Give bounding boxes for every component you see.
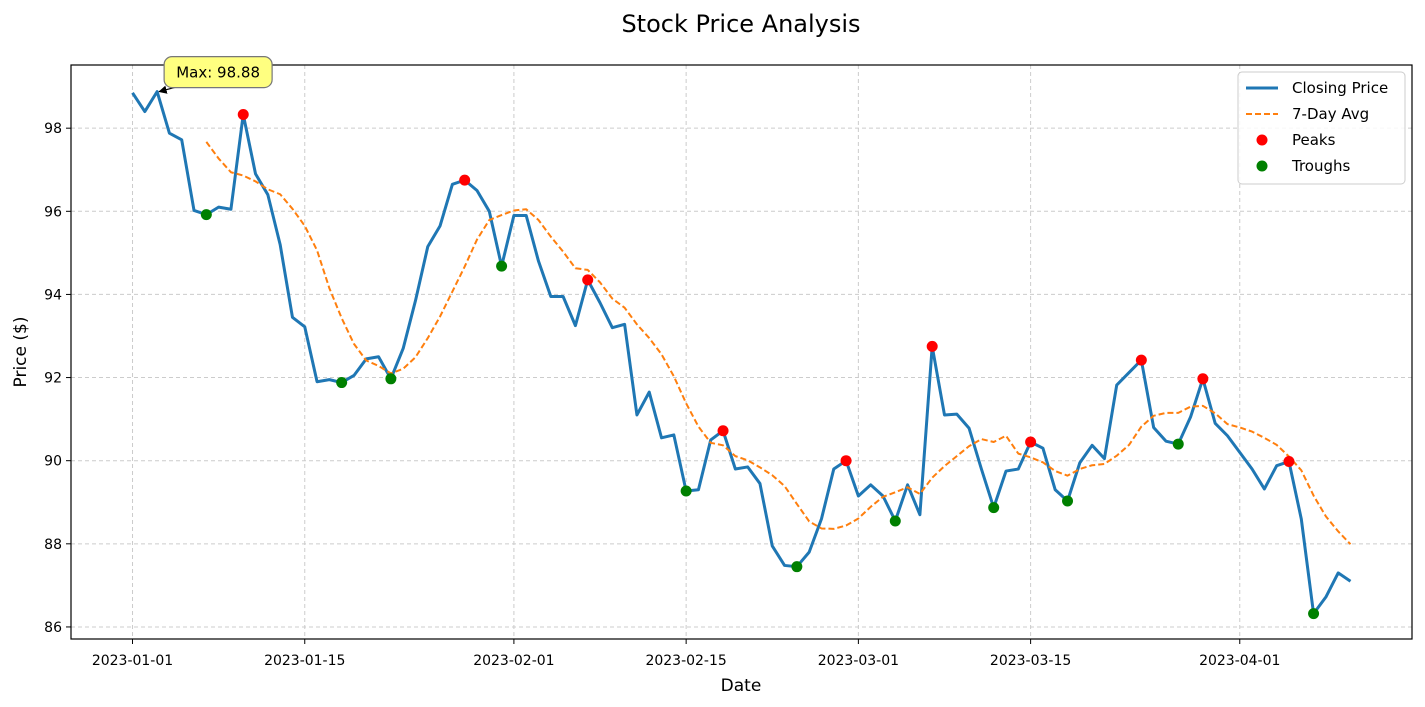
y-tick-label: 94: [44, 287, 62, 303]
scatter-point: [200, 209, 212, 221]
y-tick-label: 96: [44, 204, 62, 220]
legend-marker: [1256, 134, 1268, 146]
scatter-point: [496, 260, 508, 272]
y-tick-label: 88: [44, 537, 62, 553]
scatter-point: [926, 340, 938, 352]
annotation-box: [163, 56, 273, 89]
legend-marker: [1256, 160, 1268, 172]
x-axis-label: Date: [721, 676, 762, 696]
scatter-point: [1025, 436, 1037, 448]
y-tick-label: 86: [44, 620, 62, 636]
scatter-point: [988, 502, 1000, 514]
scatter-point: [237, 108, 249, 120]
legend-label: Peaks: [1292, 131, 1336, 149]
x-tick-label: 2023-01-01: [92, 653, 173, 669]
scatter-point: [1172, 438, 1184, 450]
x-tick-label: 2023-02-01: [473, 653, 554, 669]
x-tick-label: 2023-04-01: [1199, 653, 1280, 669]
x-tick-label: 2023-03-15: [990, 653, 1071, 669]
series-line: [205, 141, 1352, 545]
scatter-point: [680, 485, 692, 497]
x-tick-label: 2023-02-15: [645, 653, 726, 669]
annotation-text: Max: 98.88: [176, 64, 260, 82]
y-tick-label: 98: [44, 121, 62, 137]
scatter-point: [840, 455, 852, 467]
scatter-point: [1062, 495, 1074, 507]
scatter-point: [889, 515, 901, 527]
scatter-point: [582, 274, 594, 286]
legend-label: Troughs: [1291, 157, 1351, 175]
legend-label: 7-Day Avg: [1292, 105, 1369, 123]
chart-title: Stock Price Analysis: [621, 10, 860, 38]
scatter-point: [1308, 608, 1320, 620]
series-line: [131, 90, 1352, 616]
y-axis-label: Price ($): [11, 317, 31, 388]
scatter-point: [385, 373, 397, 385]
legend-box: [1237, 71, 1406, 185]
plot-frame: [70, 64, 1413, 640]
y-tick-label: 92: [44, 371, 62, 387]
scatter-point: [1135, 354, 1147, 366]
scatter-point: [1197, 373, 1209, 385]
x-tick-label: 2023-03-01: [818, 653, 899, 669]
scatter-point: [717, 425, 729, 437]
scatter-point: [459, 174, 471, 186]
y-tick-label: 90: [44, 454, 62, 470]
scatter-point: [336, 377, 348, 389]
x-tick-label: 2023-01-15: [264, 653, 345, 669]
scatter-point: [791, 561, 803, 573]
legend-label: Closing Price: [1292, 79, 1388, 97]
scatter-point: [1283, 456, 1295, 468]
